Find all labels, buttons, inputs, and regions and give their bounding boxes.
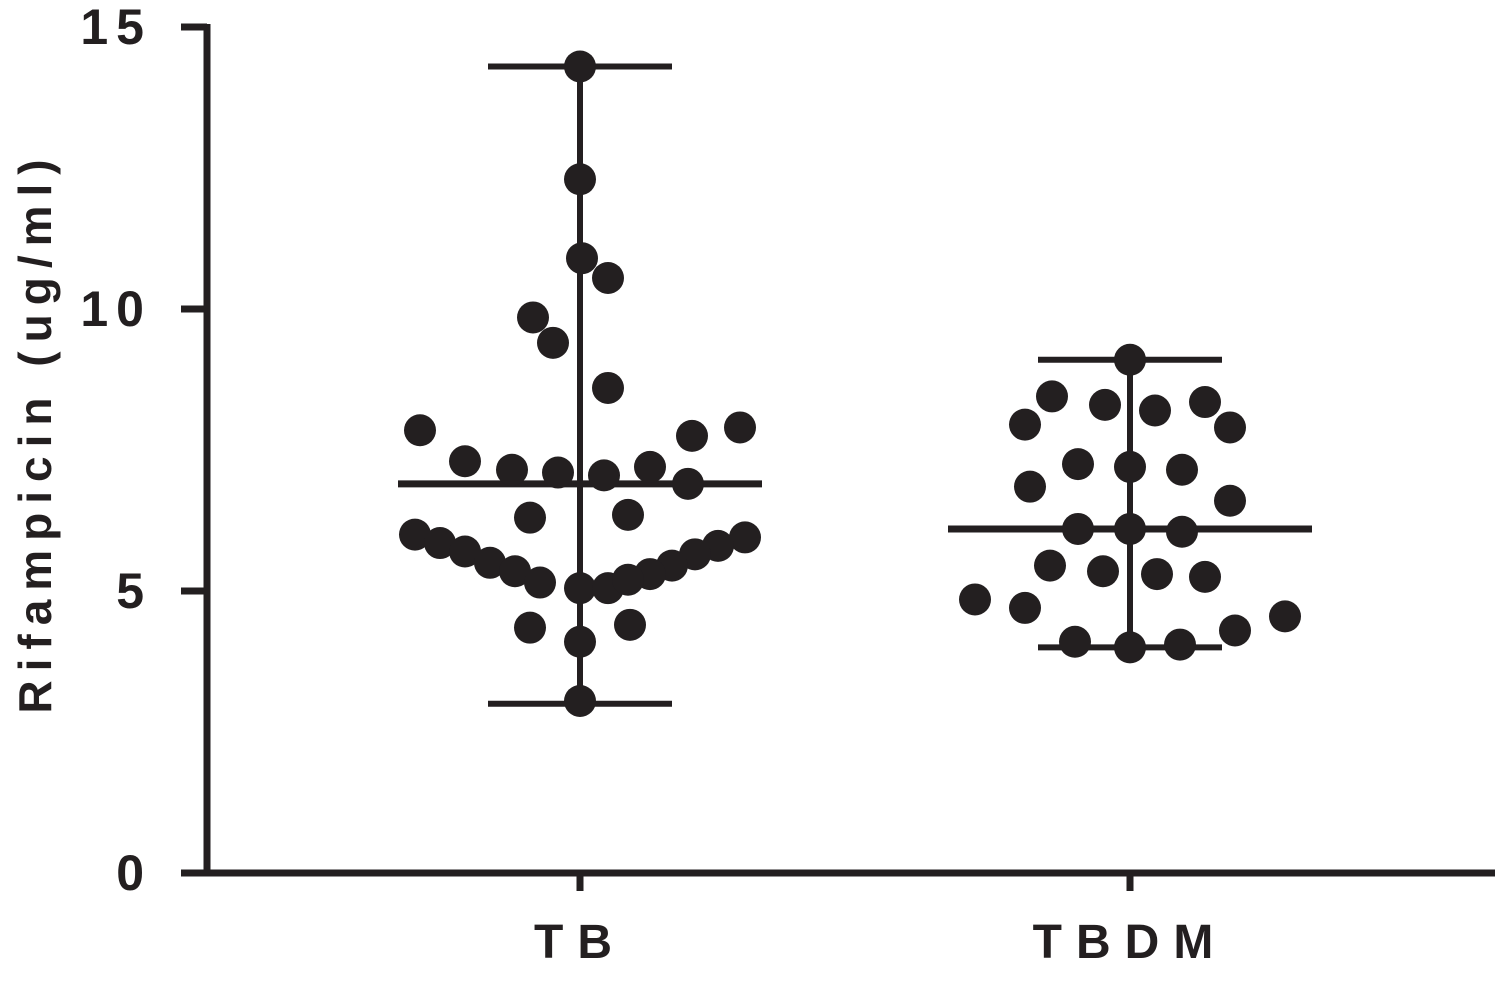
y-tick-label: 0 xyxy=(116,845,152,901)
data-point xyxy=(612,563,644,596)
data-point xyxy=(612,498,644,531)
data-point xyxy=(1269,600,1301,633)
data-point xyxy=(449,445,481,478)
data-point xyxy=(1139,394,1171,427)
data-point xyxy=(564,572,596,605)
data-point xyxy=(517,301,549,334)
data-point xyxy=(564,684,596,717)
data-point xyxy=(1087,555,1119,588)
data-point xyxy=(514,501,546,534)
data-point xyxy=(1166,515,1198,548)
data-point xyxy=(1114,512,1146,545)
data-point xyxy=(1062,512,1094,545)
category-label-tbdm: TBDM xyxy=(1033,916,1228,969)
data-point xyxy=(524,566,556,599)
data-point xyxy=(1014,470,1046,503)
data-point xyxy=(1036,380,1068,413)
data-point xyxy=(1059,625,1091,658)
y-tick-label: 10 xyxy=(80,281,152,337)
data-point xyxy=(1089,388,1121,421)
data-point xyxy=(564,163,596,196)
data-point xyxy=(496,453,528,486)
data-point xyxy=(1114,450,1146,483)
data-point xyxy=(474,546,506,579)
data-point xyxy=(499,555,531,588)
data-point xyxy=(1164,628,1196,661)
data-point xyxy=(542,456,574,489)
data-point xyxy=(724,411,756,444)
data-point xyxy=(672,467,704,500)
data-point xyxy=(537,326,569,359)
data-point xyxy=(1114,631,1146,664)
category-label-tb: TB xyxy=(534,916,626,969)
data-point xyxy=(634,450,666,483)
data-point xyxy=(592,371,624,404)
data-point xyxy=(564,50,596,83)
data-point xyxy=(1189,386,1221,419)
data-point xyxy=(729,521,761,554)
data-point xyxy=(1214,411,1246,444)
data-point xyxy=(592,261,624,294)
data-point xyxy=(566,242,598,275)
data-point xyxy=(514,611,546,644)
data-point xyxy=(449,535,481,568)
y-tick-label: 15 xyxy=(80,0,152,55)
data-point xyxy=(1219,614,1251,647)
data-point xyxy=(564,625,596,658)
data-point xyxy=(959,583,991,616)
data-point xyxy=(614,608,646,641)
data-point xyxy=(1189,560,1221,593)
data-point xyxy=(399,518,431,551)
data-point xyxy=(588,459,620,492)
data-point xyxy=(404,414,436,447)
data-point xyxy=(424,527,456,560)
data-point xyxy=(1114,343,1146,376)
y-tick-label: 5 xyxy=(116,563,152,619)
data-point xyxy=(1141,558,1173,591)
data-point xyxy=(1009,591,1041,624)
data-point xyxy=(1062,448,1094,481)
data-point xyxy=(676,419,708,452)
data-point xyxy=(1034,549,1066,582)
data-point xyxy=(1214,484,1246,517)
data-point xyxy=(1009,408,1041,441)
data-point xyxy=(1166,453,1198,486)
